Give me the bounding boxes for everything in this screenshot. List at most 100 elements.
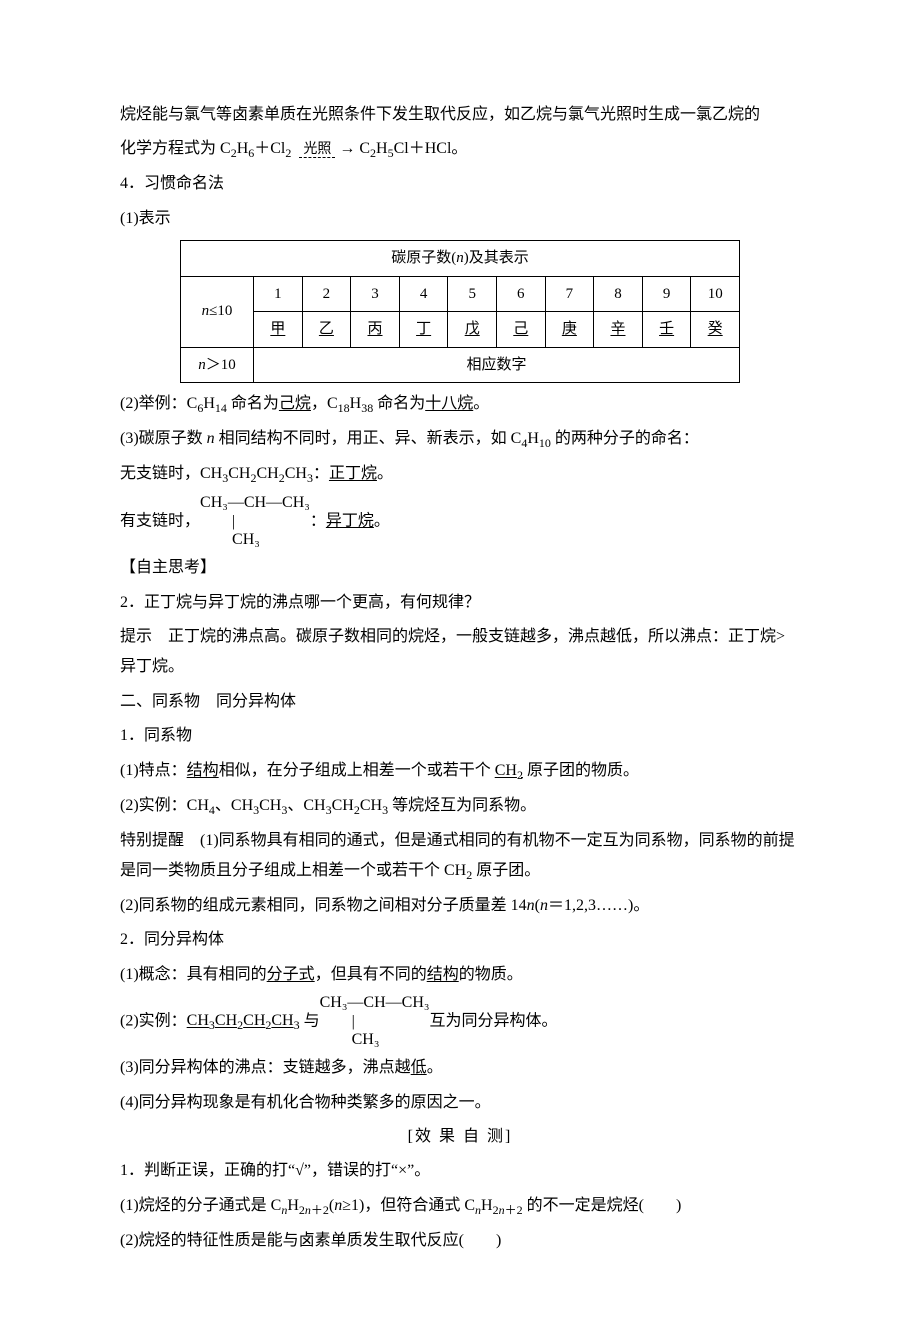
t: 原子团。 <box>472 862 540 879</box>
s: 10 <box>539 436 551 450</box>
t: ： <box>313 465 329 482</box>
t: 相同结构不同时，用正、异、新表示，如 C <box>215 430 522 447</box>
u: 异丁烷 <box>326 512 374 529</box>
heading-2-1: 1．同系物 <box>120 721 800 751</box>
eq-rhs-c: Cl＋HCl。 <box>394 140 468 157</box>
para-3-3: (3)同分异构体的沸点：支链越多，沸点越低。 <box>120 1053 800 1083</box>
n-italic: n <box>198 357 206 373</box>
char-u: 庚 <box>562 321 577 337</box>
heading-4-1: (1)表示 <box>120 204 800 234</box>
t: 有支链时， <box>120 512 200 529</box>
note-2: (2)同系物的组成元素相同，同系物之间相对分子质量差 14n(n＝1,2,3……… <box>120 891 800 921</box>
page: 烷烃能与氯气等卤素单质在光照条件下发生取代反应，如乙烷与氯气光照时生成一氯乙烷的… <box>0 0 920 1340</box>
t: 等烷烃互为同系物。 <box>388 797 536 814</box>
para-2-1-1: (1)特点：结构相似，在分子组成上相差一个或若干个 CH2 原子团的物质。 <box>120 756 800 787</box>
para-3-1: (1)概念：具有相同的分子式，但具有不同的结构的物质。 <box>120 960 800 990</box>
char-u: 癸 <box>708 321 723 337</box>
t: H <box>203 395 215 412</box>
t: CH <box>256 465 278 482</box>
tf-2: (2)烷烃的特征性质是能与卤素单质发生取代反应( ) <box>120 1226 800 1256</box>
t: CH <box>360 797 382 814</box>
table-cell: 丙 <box>351 312 400 348</box>
table-cell: 甲 <box>254 312 303 348</box>
u: CH2 <box>495 762 523 779</box>
t: (2)同系物的组成元素相同，同系物之间相对分子质量差 14 <box>120 897 527 914</box>
table-cell: 辛 <box>594 312 643 348</box>
t: ≥1)，但符合通式 C <box>342 1197 475 1214</box>
carbon-table: 碳原子数(n)及其表示 n≤10 1 2 3 4 5 6 7 8 9 10 甲 … <box>180 240 740 383</box>
table-left-cell: n＞10 <box>181 347 254 383</box>
table-cell: 癸 <box>691 312 740 348</box>
table-cell: 丁 <box>399 312 448 348</box>
u: 正丁烷 <box>329 465 377 482</box>
heading-4: 4．习惯命名法 <box>120 169 800 199</box>
t: H <box>527 430 539 447</box>
heading-2-2: 2．同分异构体 <box>120 925 800 955</box>
t: CH <box>285 465 307 482</box>
u: 结构 <box>187 762 219 779</box>
structural-formula: CH₃―CH―CH₃ | CH₃ <box>320 994 430 1049</box>
char-u: 己 <box>513 321 528 337</box>
table-left-cell: n≤10 <box>181 276 254 347</box>
para-4-2: (2)举例：C6H14 命名为己烷，C18H38 命名为十八烷。 <box>120 389 800 420</box>
table-cell: 1 <box>254 276 303 312</box>
para-branch: 有支链时， CH₃―CH―CH₃ | CH₃ ：异丁烷。 <box>120 494 800 549</box>
char-u: 丙 <box>368 321 383 337</box>
t: 无支链时，CH <box>120 465 222 482</box>
struct-row: | <box>200 513 310 531</box>
t: 的不一定是烷烃( ) <box>523 1197 682 1214</box>
eq-rhs-a: C <box>359 140 370 157</box>
table-row: n≤10 1 2 3 4 5 6 7 8 9 10 <box>181 276 740 312</box>
table-cell: 戊 <box>448 312 497 348</box>
t: 、CH <box>215 797 253 814</box>
para-3-2: (2)实例：CH3CH2CH2CH3 与 CH₃―CH―CH₃ | CH₃ 互为… <box>120 994 800 1049</box>
heading-self-think: 【自主思考】 <box>120 553 800 583</box>
table-cell: 7 <box>545 276 594 312</box>
table-cell: 乙 <box>302 312 351 348</box>
t: (3)碳原子数 <box>120 430 207 447</box>
t: H <box>350 395 362 412</box>
table-cell: 3 <box>351 276 400 312</box>
t: (1)特点： <box>120 762 187 779</box>
heading-section-2: 二、同系物 同分异构体 <box>120 687 800 717</box>
table-cell: 4 <box>399 276 448 312</box>
note-1: 特别提醒 (1)同系物具有相同的通式，但是通式相同的有机物不一定互为同系物，同系… <box>120 826 800 887</box>
reaction-arrow: 光照 <box>299 142 335 158</box>
t: (1)烷烃的分子通式是 C <box>120 1197 281 1214</box>
t: H <box>481 1197 493 1214</box>
eq-rhs-b: H <box>376 140 388 157</box>
n-italic: n <box>207 430 215 447</box>
para-4-3: (3)碳原子数 n 相同结构不同时，用正、异、新表示，如 C4H10 的两种分子… <box>120 424 800 455</box>
table-row: n＞10 相应数字 <box>181 347 740 383</box>
table-row: 甲 乙 丙 丁 戊 己 庚 辛 壬 癸 <box>181 312 740 348</box>
char-u: 甲 <box>270 321 285 337</box>
table-cell: 己 <box>497 312 546 348</box>
u: 十八烷 <box>425 395 473 412</box>
t: CH <box>259 797 281 814</box>
t: 原子团的物质。 <box>523 762 639 779</box>
t: 。 <box>374 512 390 529</box>
u: CH3CH2CH2CH3 <box>187 1012 300 1029</box>
struct-row: CH₃ <box>320 1031 430 1049</box>
le-text: ≤10 <box>209 303 232 319</box>
table-title-cell: 碳原子数(n)及其表示 <box>181 241 740 277</box>
t: (1)概念：具有相同的 <box>120 966 267 983</box>
u: 己烷 <box>279 395 311 412</box>
s: 38 <box>361 401 373 415</box>
struct-row: CH₃―CH―CH₃ <box>200 494 310 512</box>
t: (2)举例：C <box>120 395 197 412</box>
para-1: 烷烃能与氯气等卤素单质在光照条件下发生取代反应，如乙烷与氯气光照时生成一氯乙烷的 <box>120 100 800 130</box>
t: 命名为 <box>373 395 425 412</box>
para-nobranch: 无支链时，CH3CH2CH2CH3：正丁烷。 <box>120 459 800 490</box>
tf-1: (1)烷烃的分子通式是 CnH2n＋2(n≥1)，但符合通式 CnH2n＋2 的… <box>120 1191 800 1222</box>
t: ： <box>310 512 326 529</box>
table-cell: 5 <box>448 276 497 312</box>
char-u: 乙 <box>319 321 334 337</box>
s: 2n＋2 <box>493 1203 523 1217</box>
table-cell: 庚 <box>545 312 594 348</box>
s: 2n＋2 <box>299 1203 329 1217</box>
table-cell: 9 <box>642 276 691 312</box>
s: 14 <box>215 401 227 415</box>
table-cell: 10 <box>691 276 740 312</box>
t: ，C <box>311 395 338 412</box>
